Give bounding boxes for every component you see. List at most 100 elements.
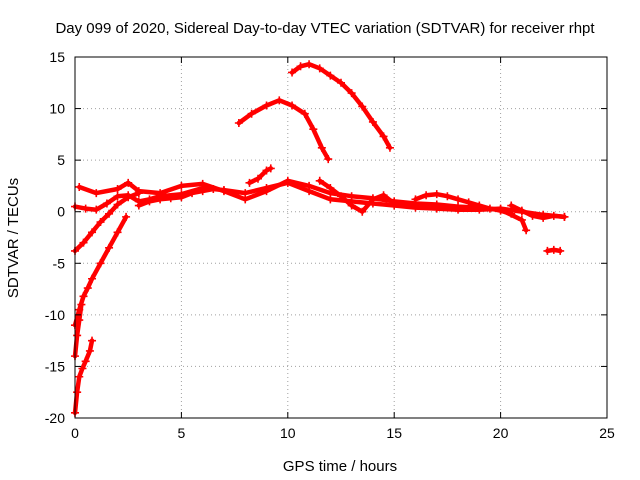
data-point <box>347 201 356 210</box>
data-point <box>81 204 90 213</box>
data-point <box>368 117 377 126</box>
data-point <box>443 192 452 201</box>
data-point <box>234 119 243 128</box>
plot-frame <box>74 56 608 419</box>
data-point <box>275 96 284 105</box>
data-point <box>560 212 569 221</box>
data-point <box>507 201 516 210</box>
data-point <box>88 228 97 237</box>
data-point <box>113 228 122 237</box>
data-point <box>337 192 345 201</box>
data-point <box>296 62 305 71</box>
data-point <box>88 336 97 345</box>
data-point <box>543 246 552 255</box>
grid <box>75 57 607 418</box>
data-point <box>464 198 473 207</box>
data-point <box>496 206 505 215</box>
data-point <box>85 346 94 355</box>
data-point <box>507 209 516 218</box>
data-point <box>517 215 526 224</box>
data-point <box>305 181 314 190</box>
y-axis-label: SDTVAR / TECUs <box>5 178 22 298</box>
data-point <box>528 211 537 220</box>
data-point <box>432 190 441 199</box>
data-point <box>358 207 367 216</box>
series-line-arc-10 <box>413 191 514 217</box>
data-point <box>134 187 143 196</box>
data-point <box>337 78 345 87</box>
data-point <box>326 183 335 192</box>
data-point <box>315 64 324 73</box>
data-point <box>254 174 263 183</box>
data-point <box>358 102 367 111</box>
data-point <box>75 372 84 381</box>
data-point <box>300 109 309 118</box>
data-point <box>379 191 388 200</box>
data-point <box>73 388 82 397</box>
data-point <box>198 187 207 196</box>
data-point <box>475 201 484 210</box>
data-point <box>145 197 154 206</box>
x-tick-label: 0 <box>71 425 79 441</box>
y-tick-label: 10 <box>49 101 65 117</box>
series-line-arc-1 <box>72 190 142 254</box>
data-point <box>422 191 431 200</box>
data-point <box>81 357 90 366</box>
data-point <box>411 195 420 204</box>
ticks: 0 5 10 15 20 25 -20 -15 -10 -5 0 5 10 15 <box>45 49 615 441</box>
data-point <box>262 101 271 110</box>
data-point <box>96 259 105 268</box>
data-point <box>92 189 101 198</box>
data-point <box>315 176 324 185</box>
data-point <box>209 185 218 194</box>
series-layer <box>71 60 569 417</box>
data-point <box>549 245 558 254</box>
data-point <box>92 205 101 214</box>
x-tick-label: 5 <box>178 425 186 441</box>
data-point <box>124 178 133 187</box>
data-point <box>517 206 526 215</box>
data-point <box>166 194 175 203</box>
data-point <box>177 181 186 190</box>
data-point <box>124 191 133 200</box>
data-point <box>113 185 122 194</box>
data-point <box>454 202 463 211</box>
data-point <box>83 284 92 293</box>
data-point <box>122 212 131 221</box>
data-point <box>288 101 297 110</box>
data-point <box>324 155 333 164</box>
data-point <box>385 143 394 152</box>
data-point <box>113 192 122 201</box>
data-point <box>347 192 356 201</box>
series-line-arc-6 <box>72 302 84 359</box>
y-tick-label: -10 <box>45 307 65 323</box>
chart-title: Day 099 of 2020, Sidereal Day-to-day VTE… <box>55 20 595 37</box>
data-point <box>326 71 335 80</box>
data-point <box>75 316 84 325</box>
y-tick-label: 0 <box>57 204 65 220</box>
data-point <box>198 179 207 188</box>
data-point <box>347 89 356 98</box>
data-point <box>75 182 84 191</box>
data-point <box>77 300 86 309</box>
series-line-arc-13 <box>247 166 274 186</box>
data-point <box>156 195 165 204</box>
x-tick-label: 20 <box>493 425 509 441</box>
data-point <box>245 178 254 187</box>
data-point <box>379 132 388 141</box>
data-point <box>78 364 87 373</box>
y-tick-label: 5 <box>57 152 65 168</box>
x-tick-label: 15 <box>386 425 402 441</box>
y-tick-label: -5 <box>53 255 66 271</box>
data-point <box>305 60 314 69</box>
data-point <box>317 143 326 152</box>
data-point <box>485 204 494 213</box>
data-point <box>102 199 111 208</box>
data-point <box>219 187 228 196</box>
data-point <box>105 209 114 218</box>
data-point <box>96 218 105 227</box>
data-point <box>432 200 441 209</box>
data-point <box>79 238 88 247</box>
